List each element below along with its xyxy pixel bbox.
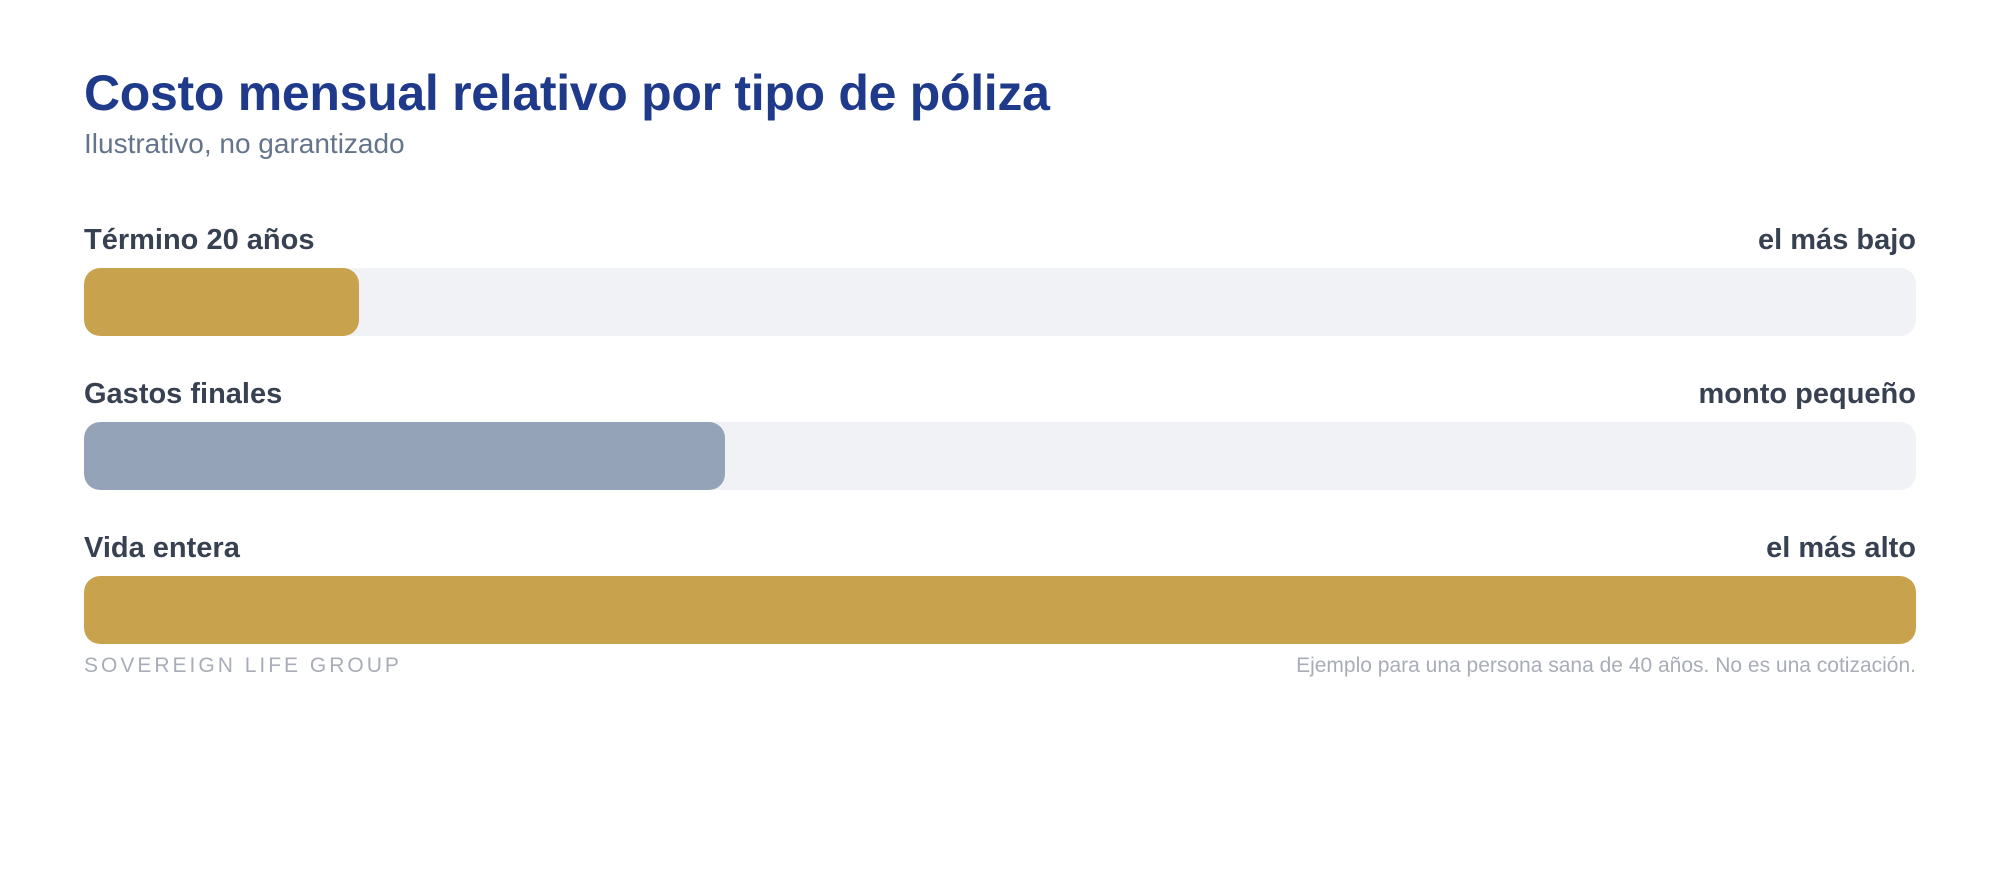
bar-track [84, 268, 1916, 336]
bar-note: el más bajo [1758, 224, 1916, 256]
chart-title: Costo mensual relativo por tipo de póliz… [84, 65, 1050, 121]
bar [84, 422, 725, 490]
bar-label: Término 20 años [84, 224, 315, 256]
bar-note: monto pequeño [1698, 378, 1916, 410]
chart-subtitle: Ilustrativo, no garantizado [84, 128, 405, 159]
bar [84, 268, 359, 336]
footer-note: Ejemplo para una persona sana de 40 años… [1296, 654, 1916, 677]
bar-row: Gastos finales monto pequeño [84, 378, 1916, 490]
bar-track [84, 422, 1916, 490]
bar-row: Vida entera el más alto [84, 532, 1916, 644]
bar-track [84, 576, 1916, 644]
bar-label: Gastos finales [84, 378, 283, 410]
bar-row: Término 20 años el más bajo [84, 224, 1916, 336]
bar [84, 576, 1916, 644]
bar-note: el más alto [1766, 532, 1916, 564]
bar-label: Vida entera [84, 532, 240, 564]
footer-brand: SOVEREIGN LIFE GROUP [84, 654, 402, 677]
